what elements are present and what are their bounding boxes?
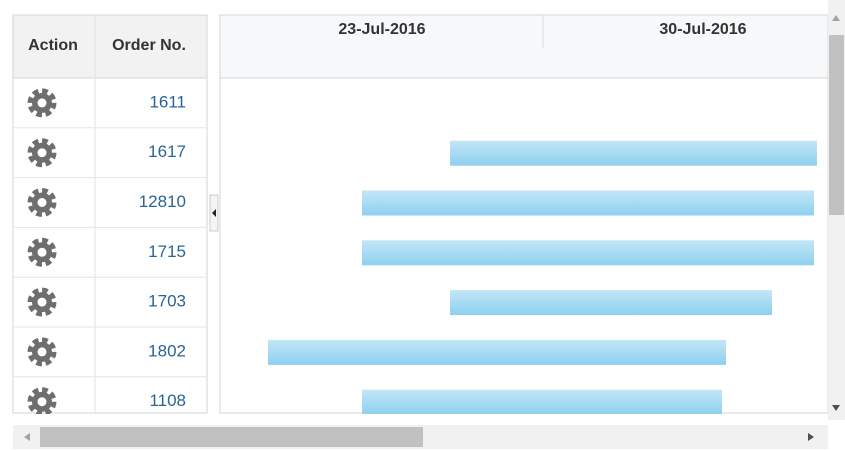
scroll-left[interactable] — [24, 433, 30, 441]
column-header: Order No. — [112, 37, 186, 54]
date-label: 23-Jul-2016 — [338, 21, 425, 38]
order-number: 1617 — [148, 142, 186, 161]
bars — [268, 140, 817, 415]
task-bar — [362, 240, 814, 266]
clip — [13, 414, 845, 424]
rows: 1611 1617 12810 1715 1703 1802 1108 — [13, 92, 207, 413]
scroll-up[interactable] — [832, 15, 840, 21]
scroll-down[interactable] — [832, 405, 840, 411]
order-number: 1108 — [149, 391, 186, 410]
order-number: 1611 — [149, 92, 186, 111]
task-bar — [268, 339, 726, 365]
task-bar — [450, 290, 772, 316]
h-scroll-thumb[interactable] — [40, 427, 423, 447]
collapse-arrow — [212, 209, 216, 217]
task-bar — [362, 389, 722, 415]
order-number: 1715 — [148, 242, 186, 261]
task-bar — [450, 140, 817, 166]
order-number: 12810 — [139, 192, 186, 211]
task-bar — [362, 190, 814, 216]
scroll-right[interactable] — [808, 433, 814, 441]
v-scroll-thumb[interactable] — [829, 35, 844, 215]
order-number: 1703 — [148, 292, 186, 311]
date-label: 30-Jul-2016 — [659, 21, 746, 38]
order-number: 1802 — [148, 341, 186, 360]
column-header: Action — [28, 37, 78, 54]
grid-header — [12, 14, 208, 79]
